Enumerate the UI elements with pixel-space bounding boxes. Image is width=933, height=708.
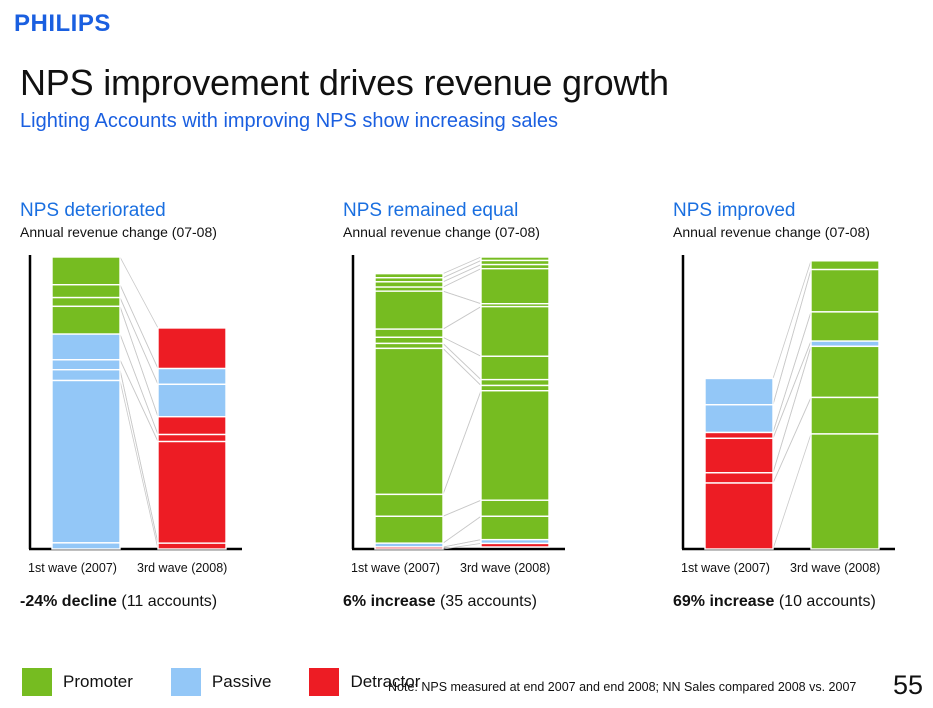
page-title: NPS improvement drives revenue growth	[20, 62, 669, 103]
panel-subtitle: Annual revenue change (07-08)	[343, 224, 540, 240]
axis-labels: 1st wave (2007) 3rd wave (2008)	[673, 561, 933, 579]
bar-chart-svg	[681, 255, 895, 551]
bar-chart-svg	[351, 255, 565, 551]
bar-segment-passive	[51, 542, 121, 550]
bar-segment-passive	[704, 404, 774, 434]
bar-segment-passive	[810, 340, 880, 348]
bar-segment-promoter	[480, 515, 550, 541]
bar-segment-detractor	[374, 546, 444, 550]
panel-title: NPS deteriorated	[20, 200, 166, 221]
page-number: 55	[893, 670, 924, 700]
bar-segment-promoter	[480, 384, 550, 392]
panel-title: NPS improved	[673, 200, 796, 221]
summary-accounts: (35 accounts)	[435, 593, 537, 610]
bar-segment-detractor	[157, 542, 227, 550]
legend-item-promoter: Promoter	[22, 668, 133, 696]
bar-segment-promoter	[374, 328, 444, 339]
red-swatch-icon	[309, 668, 340, 696]
axis-label-right: 3rd wave (2008)	[137, 561, 228, 575]
bar-segment-passive	[157, 383, 227, 418]
bar-segment-passive	[51, 359, 121, 371]
philips-logo: PHILIPS	[14, 10, 111, 37]
bar-segment-detractor	[704, 472, 774, 484]
bar-segment-promoter	[480, 355, 550, 381]
summary-change: -24% decline	[20, 593, 117, 610]
panel-summary: 69% increase (10 accounts)	[673, 593, 933, 611]
bar-segment-promoter	[480, 267, 550, 305]
bar-segment-promoter	[51, 284, 121, 299]
axis-labels: 1st wave (2007) 3rd wave (2008)	[20, 561, 320, 579]
bar-segment-promoter	[810, 433, 880, 550]
bar-segment-passive	[51, 379, 121, 544]
bar-segment-promoter	[51, 296, 121, 308]
bar-segment-passive	[157, 367, 227, 386]
bar-segment-detractor	[704, 431, 774, 440]
panel-nps-improved: NPS improved Annual revenue change (07-0…	[673, 200, 933, 611]
bar-segment-detractor	[157, 433, 227, 443]
bar-segment-promoter	[374, 342, 444, 350]
axis-label-left: 1st wave (2007)	[351, 561, 440, 575]
bar-segment-promoter	[480, 499, 550, 517]
bar-segment-promoter	[480, 305, 550, 357]
axis-label-right: 3rd wave (2008)	[790, 561, 881, 575]
green-swatch-icon	[22, 668, 52, 696]
panel-summary: -24% decline (11 accounts)	[20, 593, 320, 611]
bar-segment-detractor	[704, 437, 774, 474]
bar-segment-passive	[51, 333, 121, 361]
bar-segment-detractor	[157, 416, 227, 436]
summary-change: 69% increase	[673, 593, 775, 610]
page-subtitle: Lighting Accounts with improving NPS sho…	[20, 110, 559, 132]
panel-subtitle: Annual revenue change (07-08)	[20, 224, 217, 240]
chart-panels: NPS deteriorated Annual revenue change (…	[0, 200, 933, 630]
bar-segment-promoter	[374, 347, 444, 496]
bar-segment-promoter	[51, 305, 121, 335]
legend-item-detractor: Detractor	[309, 668, 420, 696]
bar-segment-promoter	[374, 281, 444, 288]
bar-segment-promoter	[810, 268, 880, 313]
bar-chart-svg	[28, 255, 242, 551]
axis-labels: 1st wave (2007) 3rd wave (2008)	[343, 561, 643, 579]
chart-nps-deteriorated	[20, 253, 320, 558]
legend-label: Passive	[211, 672, 272, 691]
panel-nps-deteriorated: NPS deteriorated Annual revenue change (…	[20, 200, 320, 611]
axis-label-right: 3rd wave (2008)	[460, 561, 551, 575]
bar-segment-promoter	[374, 493, 444, 517]
bar-segment-promoter	[810, 345, 880, 399]
axis-label-left: 1st wave (2007)	[28, 561, 117, 575]
summary-accounts: (10 accounts)	[774, 593, 876, 610]
bar-segment-detractor	[157, 327, 227, 370]
bar-segment-promoter	[374, 515, 444, 544]
bar-segment-promoter	[810, 396, 880, 435]
bar-segment-promoter	[374, 336, 444, 345]
panel-subtitle: Annual revenue change (07-08)	[673, 224, 870, 240]
bar-segment-promoter	[810, 260, 880, 271]
legend-label: Promoter	[63, 672, 133, 691]
panel-summary: 6% increase (35 accounts)	[343, 593, 643, 611]
bar-segment-promoter	[480, 390, 550, 501]
summary-accounts: (11 accounts)	[116, 593, 218, 610]
footnote: Note: NPS measured at end 2007 and end 2…	[388, 680, 857, 694]
bar-segment-promoter	[51, 256, 121, 286]
bar-segment-passive	[704, 377, 774, 406]
axis-label-left: 1st wave (2007)	[681, 561, 770, 575]
bar-segment-promoter	[480, 378, 550, 387]
bar-segment-promoter	[374, 290, 444, 330]
blue-swatch-icon	[170, 668, 201, 696]
chart-nps-improved	[673, 253, 933, 558]
bar-segment-promoter	[810, 311, 880, 342]
panel-title: NPS remained equal	[343, 200, 519, 221]
bar-segment-detractor	[157, 440, 227, 544]
bar-segment-passive	[51, 369, 121, 382]
summary-change: 6% increase	[343, 593, 436, 610]
bar-segment-detractor	[704, 482, 774, 550]
chart-nps-remained-equal	[343, 253, 643, 558]
bar-segment-detractor	[480, 542, 550, 548]
legend-label: Detractor	[350, 672, 421, 691]
legend-item-passive: Passive	[170, 668, 272, 696]
legend: Promoter Passive Detractor	[22, 668, 458, 696]
panel-nps-remained-equal: NPS remained equal Annual revenue change…	[343, 200, 643, 611]
